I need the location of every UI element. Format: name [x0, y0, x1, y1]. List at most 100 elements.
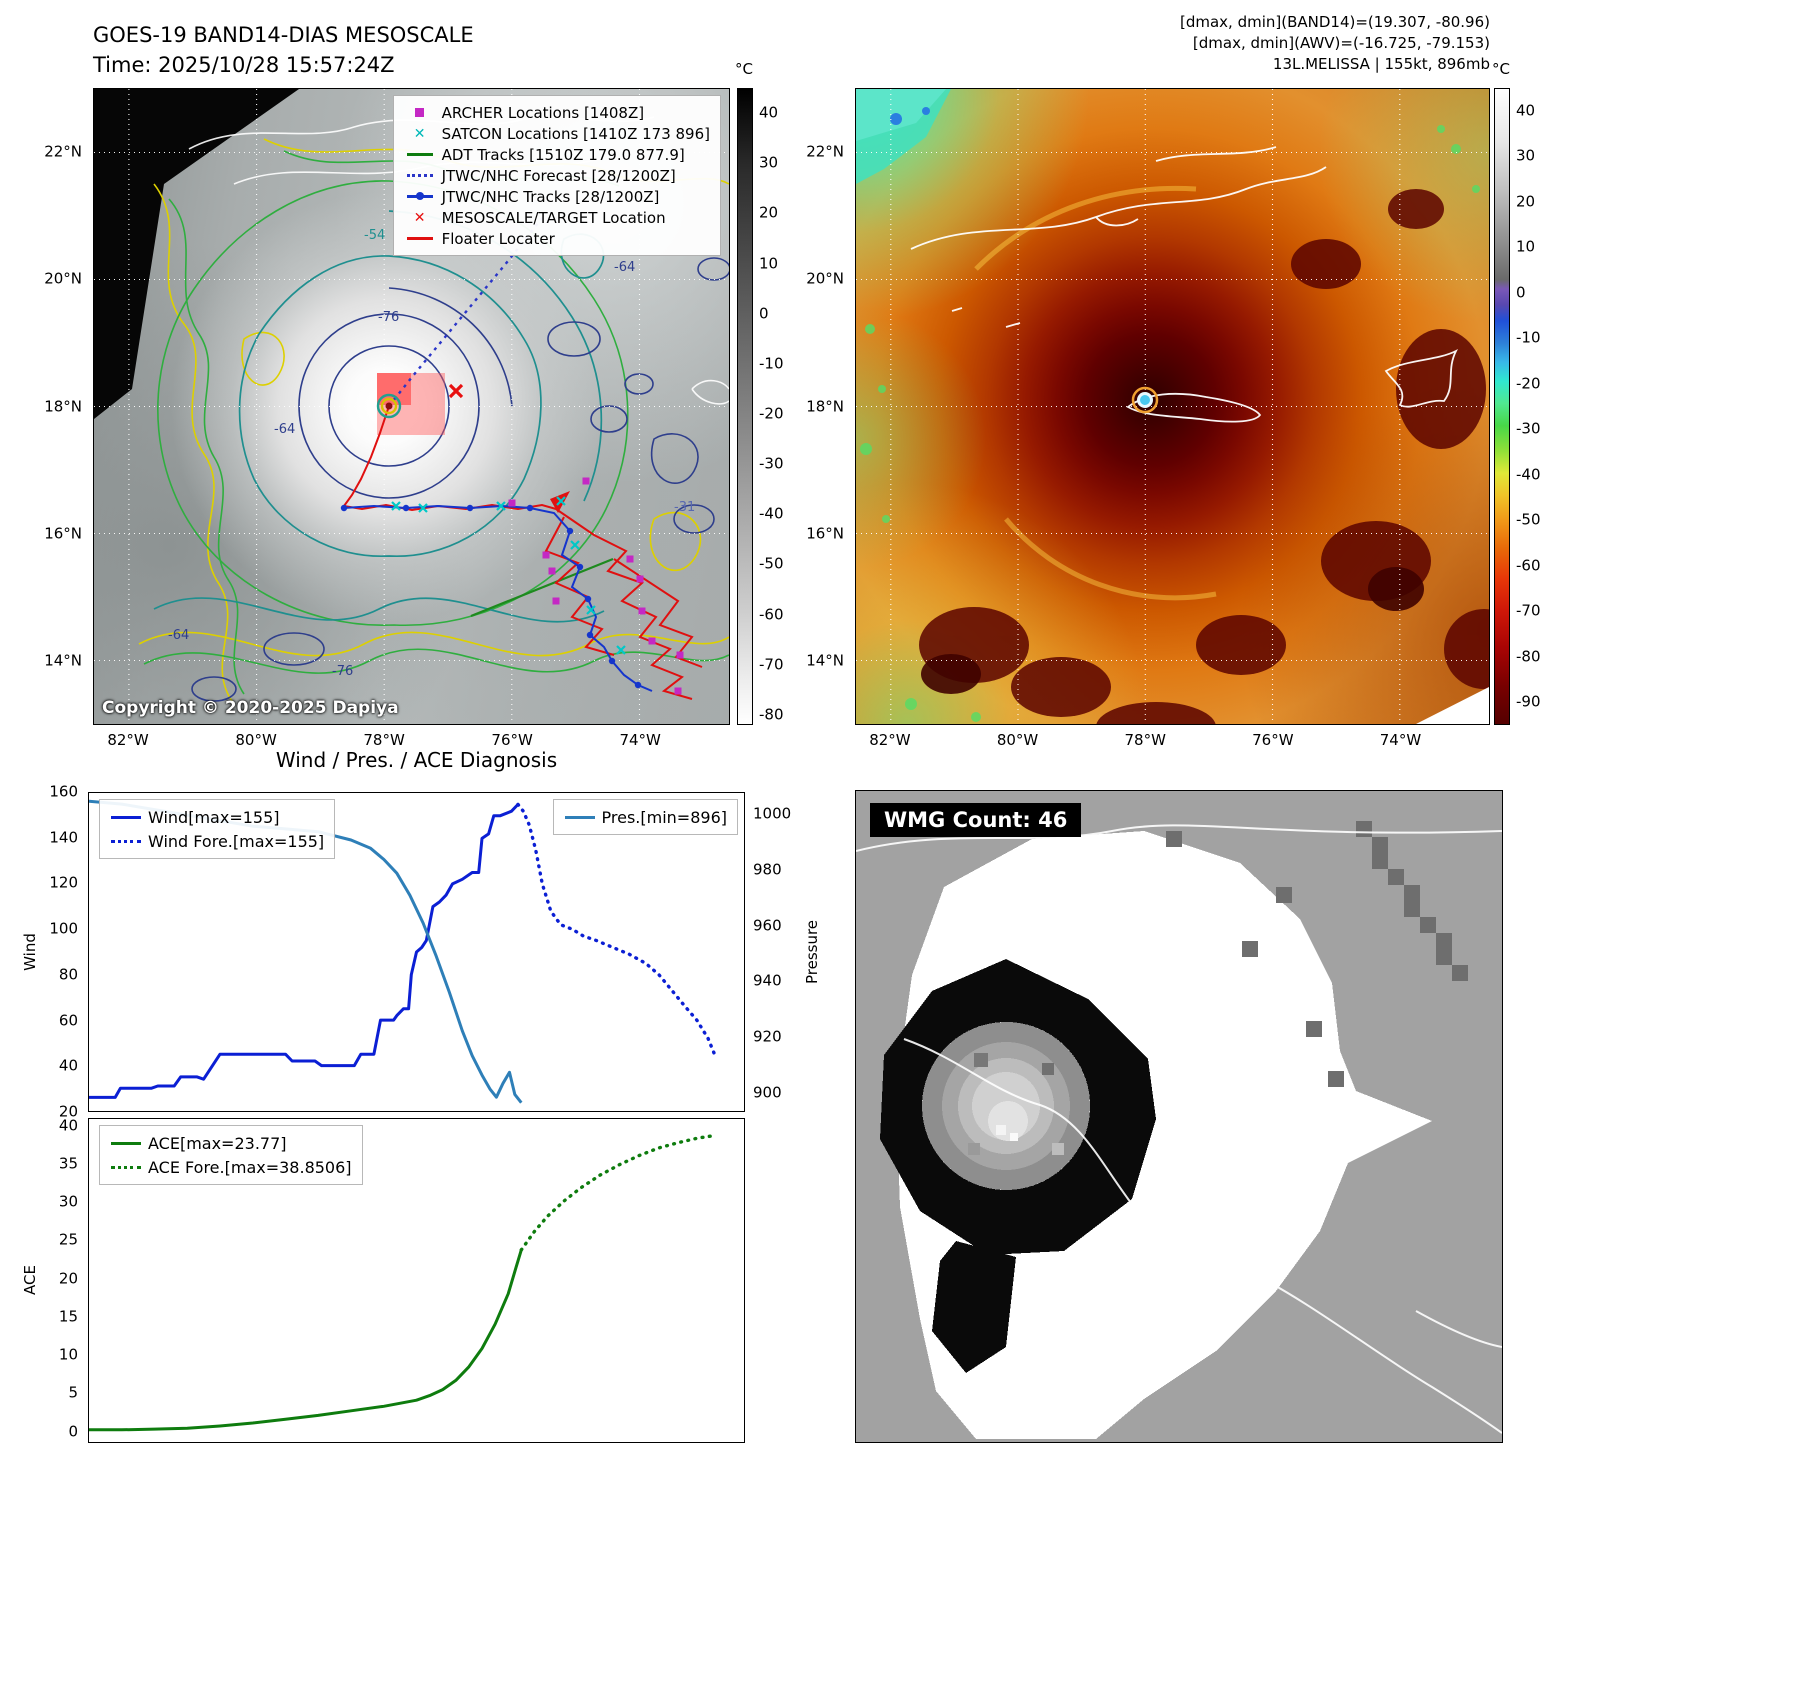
tick-label: -70 — [759, 655, 784, 674]
legend-item: Floater Locater — [404, 228, 710, 249]
tick-label: 80°W — [996, 731, 1039, 749]
series-line — [89, 803, 520, 1099]
pressure-axis: 1000 980 960 940 920 900 — [749, 792, 795, 1112]
tick-label: 74°W — [1379, 731, 1422, 749]
wmg-coastlines — [856, 824, 1502, 1434]
legend-label: ACE Fore.[max=38.8506] — [148, 1157, 352, 1177]
tick-label: 35 — [58, 1154, 78, 1173]
ir-colorbar — [1494, 88, 1510, 725]
awv-header-line2: [dmax, dmin](AWV)=(-16.725, -79.153) — [1192, 34, 1490, 52]
band14-lat-axis: 22°N 20°N 18°N 16°N 14°N — [38, 88, 88, 725]
legend-label: Pres.[min=896] — [601, 807, 727, 827]
ir-colorbar-axis: 40 30 20 10 0 -10 -20 -30 -40 -50 -60 -70 -80 -90 — [1512, 88, 1558, 725]
tick-label: 18°N — [44, 397, 82, 415]
tick-label: 25 — [58, 1230, 78, 1249]
band14-colorbar — [737, 88, 753, 725]
ir-colorbar-unit: °C — [1492, 60, 1510, 78]
tick-label: 15 — [58, 1307, 78, 1326]
line-red-icon — [404, 231, 436, 246]
tick-label: 30 — [759, 153, 779, 172]
goes-title-line1: GOES-19 BAND14-DIAS MESOSCALE — [93, 23, 474, 47]
series-line — [519, 1133, 719, 1252]
tick-label: 20°N — [806, 269, 844, 288]
pressure-axis-label: Pressure — [803, 919, 821, 985]
tick-label: 980 — [753, 860, 782, 879]
color-ir-map — [855, 88, 1490, 725]
line-icon — [110, 810, 142, 825]
line-icon — [110, 1136, 142, 1151]
goes-title: GOES-19 BAND14-DIAS MESOSCALE Time: 2025… — [93, 20, 474, 80]
tick-label: 76°W — [491, 731, 533, 749]
tick-label: 60 — [58, 1011, 78, 1030]
tick-label: -30 — [1516, 419, 1541, 438]
contour-label: -76 — [332, 664, 354, 679]
tick-label: 10 — [58, 1345, 78, 1364]
tick-label: 76°W — [1252, 731, 1294, 749]
tick-label: 14°N — [44, 651, 82, 670]
tick-label: 20 — [58, 1269, 78, 1288]
dotted-line-icon — [110, 1160, 142, 1175]
tick-label: -10 — [1516, 328, 1541, 347]
tick-label: 1000 — [753, 804, 792, 823]
tick-label: 0 — [68, 1422, 78, 1441]
tick-label: 14°N — [806, 651, 844, 670]
tick-label: -30 — [759, 454, 784, 473]
wmg-dark-pixel-cluster — [1166, 821, 1468, 1087]
legend-label: ADT Tracks [1510Z 179.0 877.9] — [441, 145, 685, 164]
band14-lon-axis: 82°W 80°W 78°W 76°W 74°W — [93, 729, 730, 751]
legend-label: Wind[max=155] — [148, 807, 280, 827]
tick-label: -20 — [759, 404, 784, 423]
edge-speckles — [860, 125, 1480, 722]
tick-label: 5 — [68, 1383, 78, 1402]
tick-label: 0 — [759, 304, 769, 323]
band14-colorbar-unit: °C — [735, 60, 753, 78]
tick-label: 900 — [753, 1083, 782, 1102]
legend-item: JTWC/NHC Forecast [28/1200Z] — [404, 165, 710, 186]
line-green-icon — [404, 147, 436, 162]
contour-label: -54 — [364, 228, 386, 243]
copyright-text: Copyright © 2020-2025 Dapiya — [102, 698, 399, 718]
line-dot-blue-icon — [404, 189, 436, 204]
ace-chart: ACE[max=23.77] ACE Fore.[max=38.8506] — [88, 1118, 745, 1443]
legend-label: JTWC/NHC Forecast [28/1200Z] — [441, 166, 676, 185]
tick-label: -50 — [1516, 510, 1541, 529]
wmg-count-badge: WMG Count: 46 — [870, 803, 1082, 837]
archer-markers — [508, 477, 684, 695]
warm-band-streaks — [974, 185, 1217, 601]
map-legend: ARCHER Locations [1408Z] ✕ SATCON Location… — [392, 95, 721, 256]
tick-label: 960 — [753, 916, 782, 935]
tick-label: 140 — [49, 828, 78, 847]
tick-label: 16°N — [806, 524, 844, 543]
tick-label: 22°N — [44, 142, 82, 161]
tick-label: -80 — [759, 705, 784, 724]
tick-label: 80°W — [235, 731, 277, 749]
no-data-wedge — [94, 89, 299, 419]
wmg-panel: WMG Count: 46 — [855, 790, 1503, 1443]
tick-label: -50 — [759, 554, 784, 573]
series-line — [516, 802, 717, 1056]
tick-label: 0 — [1516, 283, 1526, 302]
contour-label: -64 — [274, 422, 296, 437]
wmg-inner-rings — [922, 1022, 1090, 1190]
contour-label: -76 — [378, 310, 400, 325]
adt-track — [470, 557, 614, 618]
tick-label: 40 — [759, 103, 779, 122]
tick-label: 30 — [1516, 146, 1536, 165]
x-cyan-icon: ✕ — [413, 125, 426, 142]
tick-label: 40 — [58, 1116, 78, 1135]
legend-label: ARCHER Locations [1408Z] — [441, 103, 645, 122]
tick-label: 22°N — [806, 142, 844, 161]
legend-label: Wind Fore.[max=155] — [148, 831, 325, 851]
legend-item: JTWC/NHC Tracks [28/1200Z] — [404, 186, 710, 207]
tick-label: 120 — [49, 873, 78, 892]
legend-item: ACE[max=23.77] — [110, 1131, 352, 1155]
tick-label: 20 — [58, 1102, 78, 1121]
satcon-markers — [391, 496, 626, 655]
tick-label: 20 — [759, 203, 779, 222]
storm-eye — [1131, 386, 1159, 414]
dotted-line-icon — [110, 834, 142, 849]
diagnosis-title: Wind / Pres. / ACE Diagnosis — [275, 748, 558, 772]
tick-label: -60 — [759, 605, 784, 624]
jtwc-track — [340, 504, 653, 692]
